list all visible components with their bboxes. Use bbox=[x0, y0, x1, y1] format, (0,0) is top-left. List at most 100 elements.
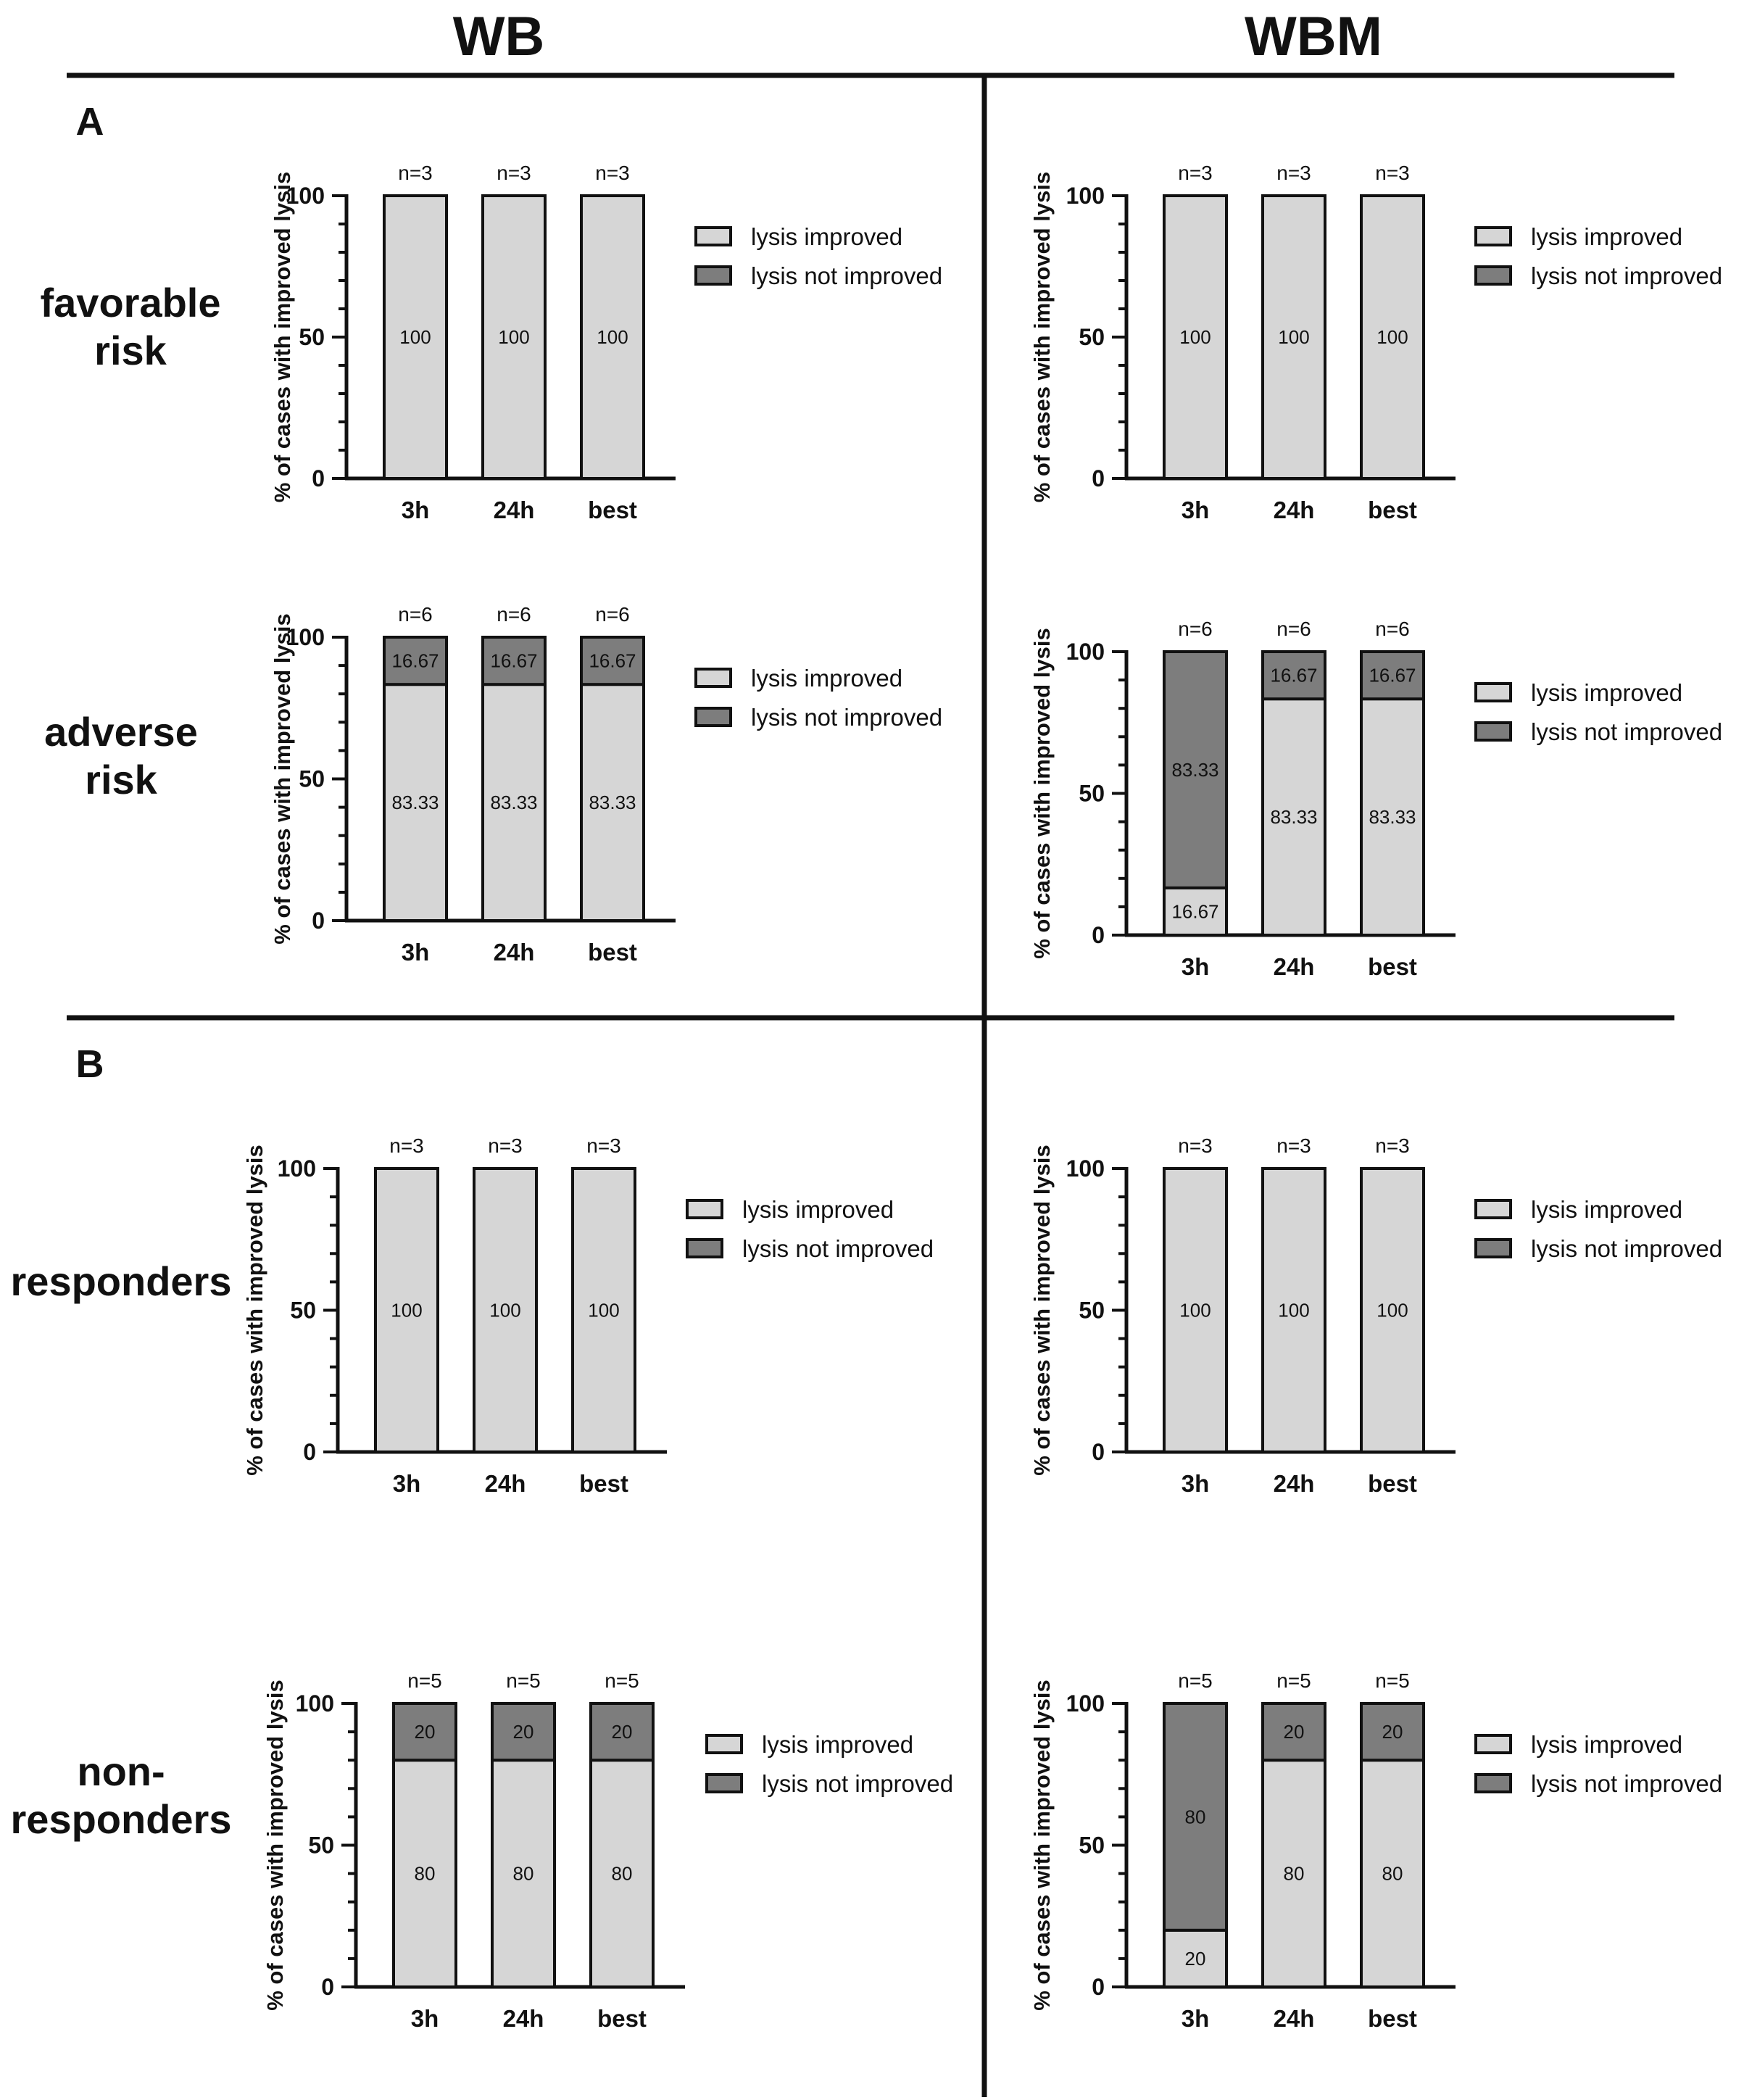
bar-value-label-3h-improved: 100 bbox=[399, 326, 431, 348]
bar-best-improved bbox=[589, 1759, 655, 1988]
n-label: n=3 bbox=[398, 162, 433, 184]
bar-value-label-24h-improved: 100 bbox=[1278, 326, 1309, 348]
x-category-label: 24h bbox=[1274, 953, 1315, 980]
y-tick-label: 50 bbox=[1079, 781, 1105, 807]
x-category-label: 3h bbox=[1182, 497, 1210, 523]
bar-value-label-24h-improved: 100 bbox=[498, 326, 529, 348]
y-tick-label: 0 bbox=[1092, 465, 1105, 491]
y-tick-label: 0 bbox=[1092, 922, 1105, 948]
bar-24h-not-improved bbox=[491, 1702, 556, 1762]
bar-value-label-best-improved: 100 bbox=[1376, 326, 1408, 348]
x-category-label: best bbox=[588, 939, 637, 966]
legend-swatch-improved bbox=[686, 1199, 723, 1219]
legend: lysis improved lysis not improved bbox=[694, 223, 942, 289]
chart-wb-responders: 0 50 100 % of cases with improved lysis 100 3… bbox=[242, 1134, 934, 1497]
bar-value-label-24h-not-improved: 20 bbox=[513, 1721, 534, 1743]
n-label: n=6 bbox=[398, 603, 433, 626]
column-header-wb: WB bbox=[453, 6, 545, 67]
bar-24h-improved bbox=[491, 1759, 556, 1988]
bar-3h-not-improved bbox=[383, 636, 448, 686]
legend-label-not-improved: lysis not improved bbox=[742, 1235, 934, 1262]
bar-value-label-best-not-improved: 20 bbox=[1382, 1721, 1403, 1743]
row-label-0-line-0: favorable bbox=[41, 280, 221, 325]
row-label-2-line-0: responders bbox=[11, 1258, 232, 1304]
y-tick-label: 50 bbox=[290, 1298, 316, 1324]
bar-value-label-24h-improved: 80 bbox=[513, 1863, 534, 1885]
y-axis-label: % of cases with improved lysis bbox=[1029, 1145, 1055, 1476]
section-label-a: A bbox=[76, 100, 104, 144]
x-category-label: 24h bbox=[1274, 2005, 1315, 2032]
bar-value-label-3h-improved: 83.33 bbox=[391, 792, 439, 813]
x-category-label: 3h bbox=[393, 1470, 421, 1497]
legend-label-improved: lysis improved bbox=[742, 1196, 894, 1223]
bar-value-label-best-not-improved: 16.67 bbox=[1369, 665, 1416, 686]
chart-wbm-nonresponders: 0 50 100 % of cases with improved lysis 20 80… bbox=[1029, 1669, 1722, 2032]
bar-value-label-best-not-improved: 20 bbox=[612, 1721, 633, 1743]
bar-best-not-improved bbox=[589, 1702, 655, 1762]
bar-24h-not-improved bbox=[1261, 1702, 1326, 1762]
bar-3h-not-improved bbox=[1163, 1702, 1228, 1932]
legend-label-improved: lysis improved bbox=[751, 223, 902, 250]
legend-swatch-not-improved bbox=[1474, 1238, 1512, 1258]
x-category-label: best bbox=[588, 497, 637, 523]
n-label: n=6 bbox=[1375, 618, 1410, 640]
y-axis-label: % of cases with improved lysis bbox=[1029, 628, 1055, 959]
y-tick-label: 50 bbox=[299, 324, 325, 350]
legend-label-not-improved: lysis not improved bbox=[1531, 718, 1722, 745]
legend-label-improved: lysis improved bbox=[1531, 679, 1682, 706]
n-label: n=6 bbox=[1178, 618, 1213, 640]
bar-3h-not-improved bbox=[1163, 650, 1228, 889]
y-tick-label: 100 bbox=[286, 624, 325, 650]
bar-best-improved bbox=[1360, 697, 1425, 937]
x-category-label: 24h bbox=[1274, 1470, 1315, 1497]
n-label: n=5 bbox=[1276, 1669, 1311, 1692]
bar-3h-not-improved bbox=[392, 1702, 457, 1762]
bar-best-not-improved bbox=[1360, 1702, 1425, 1762]
bar-value-label-24h-not-improved: 16.67 bbox=[1270, 665, 1317, 686]
bar-3h-improved bbox=[383, 683, 448, 922]
n-label: n=3 bbox=[586, 1134, 621, 1157]
bar-24h-improved bbox=[1261, 697, 1326, 937]
legend: lysis improved lysis not improved bbox=[1474, 1196, 1722, 1262]
x-category-label: 3h bbox=[1182, 1470, 1210, 1497]
y-tick-label: 100 bbox=[1066, 1155, 1105, 1182]
y-tick-label: 0 bbox=[1092, 1439, 1105, 1465]
y-tick-label: 50 bbox=[1079, 324, 1105, 350]
legend: lysis improved lysis not improved bbox=[1474, 223, 1722, 289]
n-label: n=3 bbox=[389, 1134, 424, 1157]
y-tick-label: 0 bbox=[303, 1439, 316, 1465]
bar-best-improved bbox=[580, 683, 645, 922]
legend-swatch-improved bbox=[705, 1734, 743, 1754]
bar-value-label-best-improved: 100 bbox=[588, 1300, 619, 1321]
x-category-label: 3h bbox=[402, 497, 430, 523]
bar-value-label-24h-not-improved: 16.67 bbox=[490, 650, 537, 672]
bar-value-label-3h-improved: 20 bbox=[1185, 1948, 1206, 1970]
chart-wbm-adverse: 0 50 100 % of cases with improved lysis 16.6… bbox=[1029, 618, 1722, 980]
bar-value-label-3h-not-improved: 16.67 bbox=[391, 650, 439, 672]
figure-labels: WB WBMABfavorableriskadverseriskresponder… bbox=[11, 6, 1382, 1842]
bar-value-label-3h-improved: 80 bbox=[415, 1863, 436, 1885]
bar-value-label-3h-not-improved: 83.33 bbox=[1171, 759, 1218, 781]
y-tick-label: 100 bbox=[1066, 1690, 1105, 1717]
y-axis-label: % of cases with improved lysis bbox=[1029, 1680, 1055, 2011]
bar-best-improved bbox=[580, 194, 645, 480]
n-label: n=5 bbox=[506, 1669, 541, 1692]
n-label: n=3 bbox=[1375, 1134, 1410, 1157]
bar-24h-improved bbox=[481, 194, 547, 480]
x-category-label: best bbox=[1368, 1470, 1417, 1497]
bar-3h-improved bbox=[1163, 194, 1228, 480]
n-label: n=6 bbox=[1276, 618, 1311, 640]
y-tick-label: 100 bbox=[296, 1690, 334, 1717]
bar-value-label-24h-improved: 83.33 bbox=[1270, 806, 1317, 828]
row-label-3-line-0: non- bbox=[77, 1748, 165, 1794]
bar-best-improved bbox=[1360, 1167, 1425, 1453]
bar-3h-improved bbox=[383, 194, 448, 480]
x-category-label: 24h bbox=[494, 497, 535, 523]
bar-value-label-best-improved: 83.33 bbox=[1369, 806, 1416, 828]
bar-value-label-3h-not-improved: 20 bbox=[415, 1721, 436, 1743]
y-tick-label: 100 bbox=[286, 183, 325, 209]
legend-swatch-improved bbox=[1474, 1199, 1512, 1219]
y-axis-label: % of cases with improved lysis bbox=[270, 613, 295, 945]
bar-value-label-best-improved: 100 bbox=[1376, 1300, 1408, 1321]
